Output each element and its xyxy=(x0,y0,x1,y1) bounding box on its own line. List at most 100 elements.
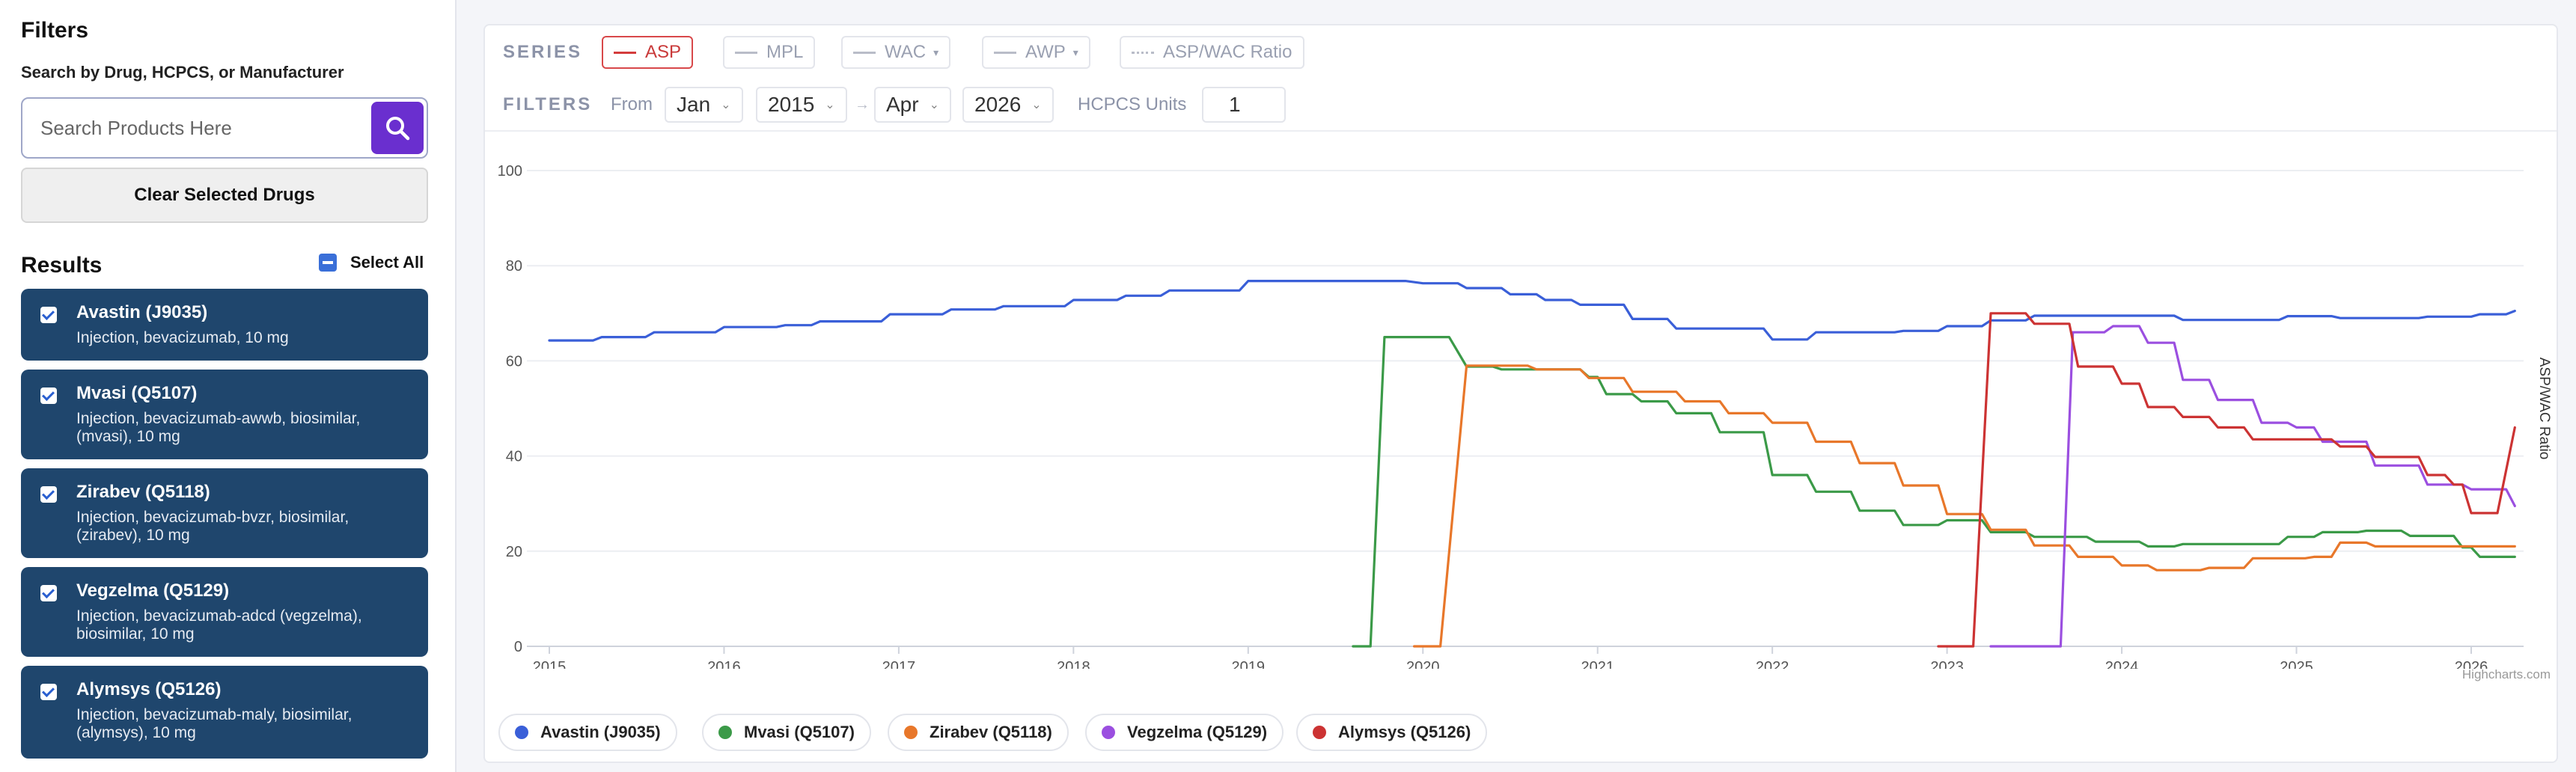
result-checkbox[interactable] xyxy=(40,684,57,700)
series-button-label: ASP/WAC Ratio xyxy=(1163,42,1292,62)
series-button-asp[interactable]: ASP xyxy=(602,36,694,69)
hcpcs-units-label: HCPCS Units xyxy=(1078,94,1187,114)
x-tick-label: 2022 xyxy=(1756,659,1789,669)
legend-dot-icon xyxy=(904,726,918,739)
y-tick-label: 80 xyxy=(506,258,522,275)
result-description: Injection, bevacizumab, 10 mg xyxy=(76,329,289,346)
legend-label: Zirabev (Q5118) xyxy=(930,723,1052,741)
legend-dot-icon xyxy=(1313,726,1326,739)
y-tick-label: 60 xyxy=(506,353,522,370)
x-tick-label: 2016 xyxy=(707,659,741,669)
chart-credit[interactable]: Highcharts.com xyxy=(2461,667,2551,681)
result-checkbox[interactable] xyxy=(40,486,57,503)
series-button-label: AWP xyxy=(1025,42,1066,62)
select-all-toggle[interactable]: Select All xyxy=(319,253,424,272)
result-name: Zirabev (Q5118) xyxy=(76,482,210,502)
legend-dot-icon xyxy=(718,726,732,739)
line-swatch-icon xyxy=(994,51,1016,54)
series-button-label: MPL xyxy=(766,42,804,62)
x-tick-label: 2018 xyxy=(1057,659,1090,669)
y-axis-right-label: ASP/WAC Ratio xyxy=(2536,358,2552,460)
y-tick-label: 20 xyxy=(506,544,522,560)
result-description: Injection, bevacizumab-maly, biosimilar,… xyxy=(76,706,352,741)
x-tick-label: 2015 xyxy=(533,659,567,669)
result-name: Mvasi (Q5107) xyxy=(76,383,198,403)
from-year-value: 2015 xyxy=(768,93,815,116)
result-name: Vegzelma (Q5129) xyxy=(76,580,230,601)
legend-item-zirabev[interactable]: Zirabev (Q5118) xyxy=(888,714,1069,751)
result-description: Injection, bevacizumab-awwb, biosimilar,… xyxy=(76,410,361,445)
from-month-value: Jan xyxy=(677,93,711,116)
result-checkbox[interactable] xyxy=(40,307,57,323)
chevron-down-icon[interactable]: ▾ xyxy=(1072,46,1078,58)
y-tick-label: 100 xyxy=(498,163,522,180)
divider xyxy=(485,130,2557,132)
chevron-down-icon[interactable]: ▾ xyxy=(933,46,939,58)
indeterminate-checkbox-icon[interactable] xyxy=(319,254,337,272)
x-tick-label: 2023 xyxy=(1930,659,1964,669)
legend-item-vegzelma[interactable]: Vegzelma (Q5129) xyxy=(1085,714,1284,751)
x-tick-label: 2026 xyxy=(2455,659,2488,669)
x-tick-label: 2019 xyxy=(1232,659,1266,669)
x-tick-label: 2024 xyxy=(2105,659,2139,669)
result-name: Alymsys (Q5126) xyxy=(76,679,222,699)
sidebar: Filters Search by Drug, HCPCS, or Manufa… xyxy=(0,0,457,772)
series-button-mpl[interactable]: MPL xyxy=(723,36,816,69)
line-swatch-icon xyxy=(735,51,757,54)
chevron-down-icon: ⌄ xyxy=(1031,99,1042,111)
series-button-asp-wac-ratio[interactable]: ASP/WAC Ratio xyxy=(1120,36,1304,69)
legend-label: Alymsys (Q5126) xyxy=(1338,723,1471,741)
chevron-down-icon: ⌄ xyxy=(929,99,939,111)
result-checkbox[interactable] xyxy=(40,585,57,601)
chevron-down-icon: ⌄ xyxy=(825,99,835,111)
result-item-vegzelma[interactable]: Vegzelma (Q5129) Injection, bevacizumab-… xyxy=(21,567,428,657)
legend-dot-icon xyxy=(1102,726,1115,739)
series-label: SERIES xyxy=(503,42,583,62)
result-description: Injection, bevacizumab-bvzr, biosimilar,… xyxy=(76,509,350,544)
y-tick-label: 0 xyxy=(514,639,522,655)
from-label: From xyxy=(611,94,653,114)
from-year-select[interactable]: 2015 ⌄ xyxy=(756,87,847,123)
line-swatch-icon xyxy=(853,51,876,54)
legend-item-avastin[interactable]: Avastin (J9035) xyxy=(498,714,677,751)
result-checkbox[interactable] xyxy=(40,387,57,404)
series-line-4 xyxy=(1989,325,2516,648)
search-label: Search by Drug, HCPCS, or Manufacturer xyxy=(21,63,344,82)
series-button-label: ASP xyxy=(645,42,682,62)
result-item-zirabev[interactable]: Zirabev (Q5118) Injection, bevacizumab-b… xyxy=(21,468,428,558)
hcpcs-units-input[interactable]: 1 xyxy=(1202,87,1286,123)
series-button-label: WAC xyxy=(885,42,927,62)
legend-dot-icon xyxy=(515,726,528,739)
x-tick-label: 2017 xyxy=(882,659,916,669)
series-button-awp[interactable]: AWP ▾ xyxy=(982,36,1090,69)
to-month-select[interactable]: Apr ⌄ xyxy=(874,87,951,123)
series-line-2 xyxy=(1352,336,2516,648)
result-item-avastin[interactable]: Avastin (J9035) Injection, bevacizumab, … xyxy=(21,289,428,361)
search-box xyxy=(21,97,428,159)
legend-label: Mvasi (Q5107) xyxy=(744,723,855,741)
series-line-3 xyxy=(1413,364,2516,648)
result-item-mvasi[interactable]: Mvasi (Q5107) Injection, bevacizumab-aww… xyxy=(21,370,428,459)
results-title: Results xyxy=(21,253,103,278)
legend-item-mvasi[interactable]: Mvasi (Q5107) xyxy=(702,714,871,751)
result-item-alymsys[interactable]: Alymsys (Q5126) Injection, bevacizumab-m… xyxy=(21,666,428,759)
x-tick-label: 2020 xyxy=(1406,659,1440,669)
search-input[interactable] xyxy=(40,99,355,157)
series-button-wac[interactable]: WAC ▾ xyxy=(841,36,951,69)
arrow-right-icon: → xyxy=(855,96,870,113)
to-year-select[interactable]: 2026 ⌄ xyxy=(962,87,1054,123)
search-button[interactable] xyxy=(371,102,424,154)
series-line-5 xyxy=(1937,312,2516,648)
clear-selected-drugs-button[interactable]: Clear Selected Drugs xyxy=(21,168,428,223)
select-all-label: Select All xyxy=(350,253,424,272)
legend-item-alymsys[interactable]: Alymsys (Q5126) xyxy=(1296,714,1488,751)
x-tick-label: 2021 xyxy=(1581,659,1614,669)
dotted-line-swatch-icon xyxy=(1132,51,1154,54)
legend-label: Vegzelma (Q5129) xyxy=(1127,723,1268,741)
result-description: Injection, bevacizumab-adcd (vegzelma), … xyxy=(76,607,362,643)
from-month-select[interactable]: Jan ⌄ xyxy=(665,87,743,123)
chart-panel: SERIES ASP MPL WAC ▾ AWP ▾ ASP/WAC Ratio… xyxy=(483,24,2558,763)
chevron-down-icon: ⌄ xyxy=(721,99,731,111)
series-line-1 xyxy=(548,280,2516,342)
y-tick-label: 40 xyxy=(506,449,522,465)
